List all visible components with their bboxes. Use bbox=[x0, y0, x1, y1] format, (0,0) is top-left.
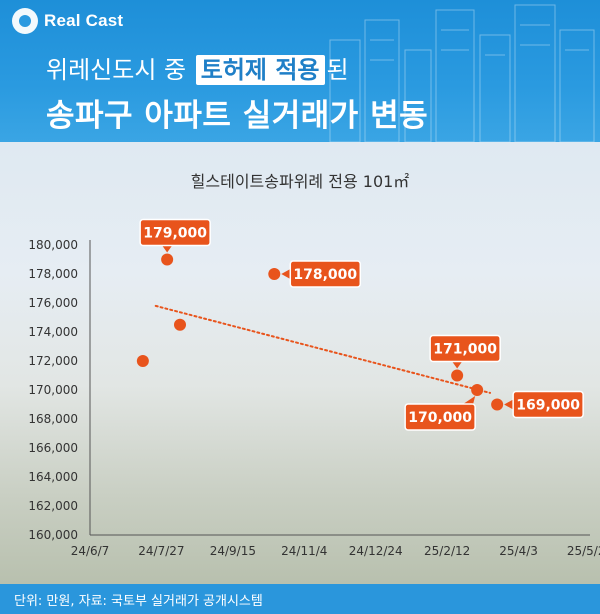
headline-highlight: 토허제 적용 bbox=[195, 55, 325, 85]
data-label-box bbox=[404, 403, 476, 431]
data-label-box bbox=[512, 390, 584, 419]
data-point bbox=[268, 268, 281, 280]
data-points bbox=[136, 253, 504, 411]
y-tick-label: 166,000 bbox=[28, 441, 78, 455]
footer-bar: 단위: 만원, 자료: 국토부 실거래가 공개시스템 bbox=[0, 584, 600, 614]
data-label-text: 170,000 bbox=[408, 410, 472, 426]
trendline bbox=[154, 304, 491, 394]
x-tick-label: 24/12/24 bbox=[349, 544, 403, 558]
x-axis-ticks: 24/6/7 24/7/27 24/9/15 24/11/4 24/12/24 25/2/… bbox=[71, 544, 600, 558]
headline-line1-before: 위레신도시 중 bbox=[46, 56, 187, 84]
x-tick-label: 25/2/12 bbox=[424, 544, 470, 558]
data-label-pointer bbox=[452, 361, 463, 369]
x-tick-label: 25/4/3 bbox=[499, 544, 538, 558]
data-label: 178,000 bbox=[281, 260, 362, 288]
data-label-box bbox=[429, 334, 501, 363]
data-point bbox=[491, 398, 504, 411]
data-label-text: 178,000 bbox=[293, 267, 357, 283]
scatter-chart: 160,000 162,000 164,000 166,000 168,000 170,0… bbox=[28, 218, 600, 558]
y-tick-label: 170,000 bbox=[28, 383, 78, 397]
data-point bbox=[471, 384, 484, 396]
data-label-text: 171,000 bbox=[433, 342, 497, 358]
data-label-text: 179,000 bbox=[143, 226, 207, 242]
y-tick-label: 180,000 bbox=[28, 238, 78, 252]
y-tick-label: 176,000 bbox=[28, 296, 78, 310]
data-point bbox=[136, 355, 149, 367]
x-tick-label: 24/7/27 bbox=[138, 544, 184, 558]
y-tick-label: 160,000 bbox=[28, 528, 78, 542]
city-skyline-illustration bbox=[329, 4, 595, 142]
headline-line2: 송파구 아파트 실거래가 변동 bbox=[46, 98, 429, 134]
data-point bbox=[174, 318, 186, 331]
y-tick-label: 162,000 bbox=[28, 499, 78, 513]
data-point bbox=[161, 253, 174, 266]
footer-source: 단위: 만원, 자료: 국토부 실거래가 공개시스템 bbox=[14, 594, 263, 609]
y-tick-label: 172,000 bbox=[28, 354, 78, 368]
data-point bbox=[451, 369, 464, 382]
data-label-pointer bbox=[463, 396, 476, 404]
y-tick-label: 178,000 bbox=[28, 267, 78, 281]
chart-axes bbox=[89, 240, 590, 536]
y-tick-label: 168,000 bbox=[28, 412, 78, 426]
data-label-pointer bbox=[504, 399, 514, 410]
data-label: 169,000 bbox=[504, 390, 584, 419]
data-label-pointer bbox=[162, 245, 173, 253]
trendline-group bbox=[154, 304, 491, 394]
data-label: 179,000 bbox=[139, 218, 211, 253]
data-label-box bbox=[139, 218, 211, 247]
x-tick-label: 24/6/7 bbox=[71, 544, 110, 558]
data-label-pointer bbox=[281, 269, 291, 279]
y-axis-ticks: 160,000 162,000 164,000 166,000 168,000 170,0… bbox=[28, 238, 78, 542]
brand-logo: Real Cast bbox=[12, 8, 123, 34]
y-tick-label: 164,000 bbox=[28, 470, 78, 484]
chart-background bbox=[0, 142, 600, 584]
headline-line1: 위레신도시 중 토허제 적용 된 bbox=[46, 50, 349, 85]
headline-line1-after: 된 bbox=[326, 56, 349, 84]
x-tick-label: 25/5/23 bbox=[567, 544, 600, 558]
data-label: 171,000 bbox=[429, 334, 501, 369]
brand-logo-icon bbox=[12, 8, 38, 34]
x-tick-label: 24/11/4 bbox=[281, 544, 327, 558]
brand-name: Real Cast bbox=[44, 11, 124, 30]
x-tick-label: 24/9/15 bbox=[210, 544, 256, 558]
data-label-text: 169,000 bbox=[516, 398, 580, 414]
data-label-box bbox=[289, 260, 362, 288]
y-tick-label: 174,000 bbox=[28, 325, 78, 339]
data-label: 170,000 bbox=[404, 396, 476, 431]
header-banner: Real Cast 위레신도시 중 토허제 적용 된 송파구 아파트 실거래가 변… bbox=[0, 0, 600, 142]
data-labels: 179,000 178,000 171,000 170,000 169,000 bbox=[139, 218, 584, 431]
chart-title: 힐스테이트송파위례 전용 101㎡ bbox=[190, 172, 410, 191]
